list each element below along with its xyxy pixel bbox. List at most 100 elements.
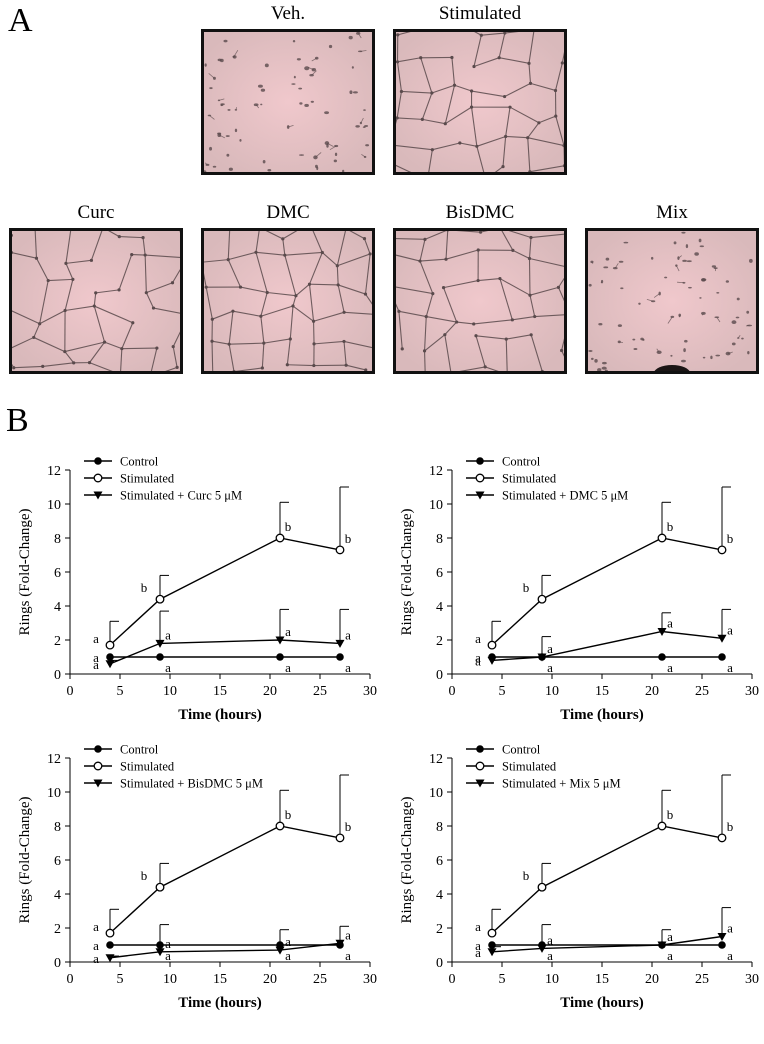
micrograph-curc: [9, 228, 183, 374]
legend-entry-0: Control: [466, 455, 541, 469]
significance-label: a: [93, 650, 99, 665]
x-tick-label: 25: [313, 972, 327, 987]
data-point: [717, 545, 727, 555]
data-point: [717, 634, 727, 643]
y-tick-label: 8: [54, 820, 61, 835]
cell-pattern: [396, 231, 564, 371]
significance-label: a: [93, 657, 99, 672]
significance-label: a: [727, 622, 733, 637]
data-point: [155, 882, 165, 892]
legend-label: Control: [502, 455, 541, 469]
cell-pattern: [204, 231, 372, 371]
panel-label-a: A: [8, 2, 33, 39]
micrograph-label-curc: Curc: [77, 202, 115, 223]
x-tick-label: 5: [117, 684, 124, 699]
y-tick-label: 12: [47, 752, 61, 767]
y-tick-label: 6: [54, 566, 61, 581]
x-tick-label: 5: [499, 684, 506, 699]
significance-label: a: [93, 919, 99, 934]
significance-label: a: [165, 660, 171, 675]
data-point: [335, 639, 345, 648]
legend-label: Stimulated: [502, 472, 557, 486]
chart-curc: 0 2 4 6 8 10 12 0 5 10 15 20 25 30 Time (hours) Rings (…: [0, 446, 382, 756]
data-point: [275, 636, 285, 645]
y-tick-label: 10: [429, 498, 443, 513]
y-tick-label: 2: [54, 634, 61, 649]
cell-pattern: [588, 231, 753, 371]
series-line: [491, 537, 723, 646]
significance-label: a: [667, 948, 673, 963]
dark-artifact: [654, 365, 690, 371]
x-tick-label: 30: [363, 972, 377, 987]
chart-dmc: 0 2 4 6 8 10 12 0 5 10 15 20 25 30 Time (hours) Rings (…: [382, 446, 764, 756]
data-point: [657, 821, 667, 831]
data-point: [718, 653, 726, 661]
chart-bisdmc: 0 2 4 6 8 10 12 0 5 10 15 20 25 30 Time (hours) Rings (…: [0, 734, 382, 1044]
x-tick-label: 0: [67, 972, 74, 987]
significance-label: a: [475, 631, 481, 646]
data-point: [487, 928, 497, 938]
y-tick-label: 12: [47, 464, 61, 479]
data-point: [717, 833, 727, 843]
x-tick-label: 10: [163, 972, 177, 987]
series-1: [487, 486, 731, 650]
x-tick-label: 25: [313, 684, 327, 699]
significance-label: b: [523, 868, 530, 883]
data-point: [105, 954, 115, 963]
significance-label: b: [727, 819, 734, 834]
legend-entry-2: Stimulated + Mix 5 μM: [466, 777, 621, 791]
legend-label: Stimulated + DMC 5 μM: [502, 489, 628, 503]
significance-label: a: [727, 921, 733, 936]
cell-pattern: [12, 231, 180, 371]
legend-entry-0: Control: [84, 455, 159, 469]
legend-label: Stimulated: [120, 472, 175, 486]
legend-label: Stimulated + BisDMC 5 μM: [120, 777, 263, 791]
y-tick-label: 2: [436, 634, 443, 649]
y-axis-label: Rings (Fold-Change): [399, 796, 415, 923]
data-point: [487, 640, 497, 650]
y-tick-label: 10: [47, 786, 61, 801]
data-point: [105, 660, 115, 669]
series-1: [105, 774, 349, 938]
y-tick-label: 12: [429, 464, 443, 479]
y-tick-label: 0: [436, 956, 443, 971]
series-1: [487, 774, 731, 938]
micrograph-dmc: [201, 228, 375, 374]
series-line: [109, 537, 341, 646]
significance-label: b: [345, 819, 352, 834]
legend-label: Control: [120, 455, 159, 469]
data-point: [336, 653, 344, 661]
data-point: [335, 833, 345, 843]
x-tick-label: 15: [213, 972, 227, 987]
data-point: [537, 653, 547, 662]
x-tick-label: 0: [449, 684, 456, 699]
significance-label: a: [667, 616, 673, 631]
legend-entry-0: Control: [84, 743, 159, 757]
data-point: [155, 948, 165, 957]
significance-label: b: [285, 519, 292, 534]
x-tick-label: 0: [67, 684, 74, 699]
data-point: [657, 628, 667, 636]
legend-entry-1: Stimulated: [84, 472, 175, 486]
legend-entry-1: Stimulated: [84, 760, 175, 774]
micrograph-mix: [585, 228, 759, 374]
data-point: [537, 882, 547, 892]
data-point: [106, 653, 114, 661]
significance-label: a: [165, 936, 171, 951]
significance-label: a: [667, 660, 673, 675]
significance-label: a: [475, 919, 481, 934]
series-1: [105, 486, 349, 650]
y-tick-label: 2: [54, 922, 61, 937]
significance-label: a: [547, 660, 553, 675]
cell-pattern: [204, 32, 370, 172]
series-0: [488, 653, 726, 661]
micrograph-label-dmc: DMC: [266, 202, 310, 223]
x-axis-label: Time (hours): [178, 995, 261, 1011]
y-axis-label: Rings (Fold-Change): [399, 508, 415, 635]
y-tick-label: 8: [436, 532, 443, 547]
x-tick-label: 30: [363, 684, 377, 699]
significance-label: b: [667, 807, 674, 822]
series-line: [109, 639, 341, 665]
significance-label: b: [727, 531, 734, 546]
data-point: [487, 948, 497, 957]
